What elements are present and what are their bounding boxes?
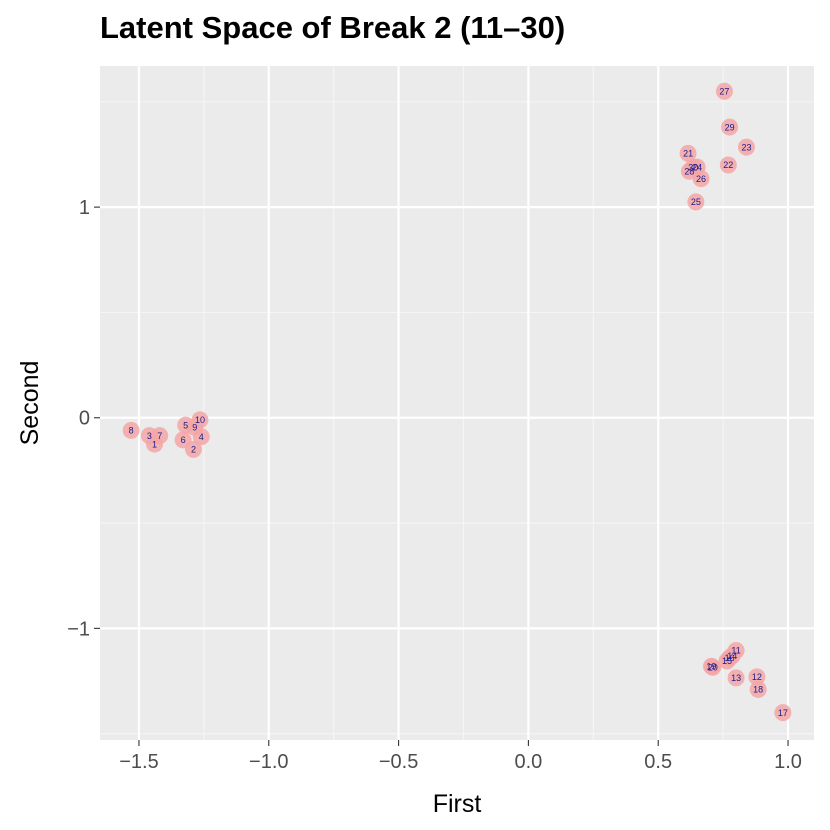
data-point [684,158,702,176]
data-point-label: 14 [727,651,737,661]
y-tick-label: 1 [79,197,90,219]
data-point [715,82,733,100]
data-point-label: 6 [181,435,186,445]
data-point [737,138,755,156]
data-point-label: 13 [731,673,741,683]
x-tick-label: 1.0 [774,751,802,773]
data-point-label: 18 [753,685,763,695]
data-point-label: 1 [152,439,157,449]
x-tick-label: −1.0 [249,751,288,773]
data-point-label: 8 [129,426,134,436]
plot-panel [100,66,814,740]
data-point [727,669,745,687]
data-point-label: 15 [722,656,732,666]
x-tick-label: −0.5 [379,751,418,773]
data-point-label: 4 [199,432,204,442]
data-point [749,680,767,698]
data-point-label: 21 [683,149,693,159]
data-point [721,118,739,136]
data-point-label: 20 [708,663,718,673]
data-point [774,704,792,722]
data-point-label: 3 [147,431,152,441]
data-point-label: 29 [725,122,735,132]
y-tick-label: −1 [67,618,90,640]
data-point-label: 24 [692,162,702,172]
data-point [174,431,192,449]
data-point-label: 7 [157,431,162,441]
data-point-label: 26 [696,174,706,184]
x-tick-label: −1.5 [119,751,158,773]
data-point-label: 10 [195,415,205,425]
data-point-label: 16 [725,653,735,663]
data-point [151,427,169,445]
data-point [721,649,739,667]
data-point-label: 17 [778,708,788,718]
data-point [191,411,209,429]
data-point-label: 28 [684,167,694,177]
data-point-label: 12 [752,672,762,682]
data-point [122,421,140,439]
chart-title: Latent Space of Break 2 (11–30) [100,10,566,45]
data-point [704,658,722,676]
x-axis-title: First [433,790,482,818]
x-tick-label: 0.0 [514,751,542,773]
y-axis-title: Second [16,361,44,446]
minor-gridlines [100,66,814,740]
data-point-label: 11 [731,646,740,656]
data-point-label: 19 [706,661,716,671]
y-axis: −1 0 1 [67,197,100,640]
y-tick-label: 0 [79,408,90,430]
data-point-label: 30 [688,162,698,172]
data-point-label: 23 [741,142,751,152]
data-point [679,144,697,162]
x-tick-label: 0.5 [644,751,672,773]
data-point [687,193,705,211]
major-gridlines [100,66,814,740]
data-point-label: 25 [691,197,701,207]
x-axis: −1.5 −1.0 −0.5 0.0 0.5 1.0 [119,740,802,773]
data-point-label: 2 [191,445,196,455]
data-point [748,668,766,686]
data-point-label: 5 [183,420,188,430]
data-point-label: 27 [719,86,729,96]
data-point [719,156,737,174]
data-point-label: 9 [192,422,197,432]
data-point-label: 22 [723,160,733,170]
